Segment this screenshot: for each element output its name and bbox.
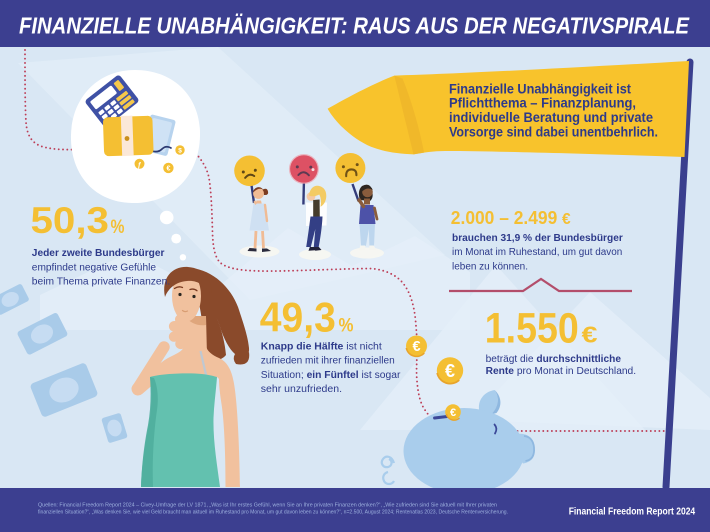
svg-text:€: €: [582, 322, 598, 348]
svg-text:Financial Freedom Report 2024: Financial Freedom Report 2024: [569, 506, 696, 518]
svg-text:€: €: [445, 361, 455, 381]
svg-text:€: €: [412, 339, 420, 355]
svg-text:Finanzielle Unabhängigkeit ist: Finanzielle Unabhängigkeit ist: [449, 81, 631, 96]
svg-text:sehr unzufrieden.: sehr unzufrieden.: [261, 384, 342, 395]
svg-text:im Monat im Ruhestand, um gut: im Monat im Ruhestand, um gut davon: [452, 247, 622, 258]
svg-text:Knapp die Hälfte ist nicht: Knapp die Hälfte ist nicht: [261, 341, 382, 352]
svg-text:Vorsorge sind dabei unentbehrl: Vorsorge sind dabei unentbehrlich.: [449, 124, 658, 139]
svg-text:Pflichtthema – Finanzplanung,: Pflichtthema – Finanzplanung,: [449, 96, 636, 111]
svg-text:Quellen: Financial Freedom Rep: Quellen: Financial Freedom Report 2024 –…: [38, 503, 497, 509]
svg-text:€: €: [450, 407, 456, 419]
svg-text:FINANZIELLE UNABHÄNGIGKEIT: RA: FINANZIELLE UNABHÄNGIGKEIT: RAUS AUS DER…: [19, 13, 690, 39]
svg-text:leben zu können.: leben zu können.: [452, 261, 528, 272]
svg-text:2.000 – 2.499: 2.000 – 2.499: [451, 207, 558, 228]
svg-text:$: $: [178, 148, 182, 155]
svg-text:€: €: [562, 211, 571, 228]
svg-text:finanziellen Situation?“, „Was: finanziellen Situation?“, „Was denken Si…: [38, 510, 508, 516]
svg-text:ƒ: ƒ: [138, 162, 142, 169]
svg-text:%: %: [111, 217, 125, 238]
svg-text:50,3: 50,3: [31, 199, 110, 241]
svg-text:empfindet negative Gefühle: empfindet negative Gefühle: [32, 262, 157, 273]
svg-text:beim Thema private Finanzen.: beim Thema private Finanzen.: [32, 277, 170, 288]
svg-text:%: %: [339, 315, 354, 337]
svg-text:€: €: [166, 166, 170, 173]
svg-text:49,3: 49,3: [260, 294, 336, 341]
svg-text:beträgt die durchschnittliche: beträgt die durchschnittliche: [486, 354, 622, 365]
svg-text:1.550: 1.550: [485, 306, 579, 353]
svg-text:Situation; ein Fünftel ist sog: Situation; ein Fünftel ist sogar: [261, 370, 401, 381]
svg-text:Rente pro Monat in Deutschland: Rente pro Monat in Deutschland.: [486, 366, 637, 377]
svg-text:zufrieden mit ihrer finanziell: zufrieden mit ihrer finanziellen: [261, 356, 395, 367]
svg-text:Jeder zweite Bundesbürger: Jeder zweite Bundesbürger: [32, 248, 165, 259]
svg-text:individuelle Beratung und priv: individuelle Beratung und private: [449, 110, 653, 125]
svg-text:brauchen 31,9 % der Bundesbürg: brauchen 31,9 % der Bundesbürger: [452, 233, 623, 244]
